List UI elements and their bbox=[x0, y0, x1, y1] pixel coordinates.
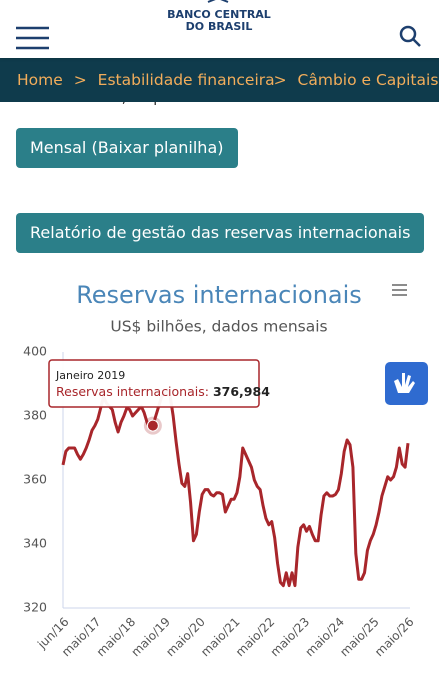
hover-point bbox=[146, 419, 159, 432]
accessibility-button[interactable] bbox=[385, 362, 428, 405]
chart-subtitle: US$ bilhões, dados mensais bbox=[110, 318, 327, 336]
search-button[interactable] bbox=[399, 25, 421, 47]
breadcrumb-separator: > bbox=[273, 71, 287, 89]
chart-menu[interactable] bbox=[392, 284, 407, 296]
tooltip-line: Reservas internacionais: 376,984 bbox=[56, 384, 270, 399]
top-bar: BANCO CENTRAL DO BRASIL bbox=[0, 0, 439, 58]
x-tick-label: maio/26 bbox=[372, 615, 417, 660]
logo-text: BANCO CENTRAL bbox=[167, 8, 271, 21]
breadcrumb-separator: > bbox=[73, 71, 87, 89]
logo-mark bbox=[207, 0, 229, 3]
download-button[interactable]: Mensal (Baixar planilha) bbox=[16, 128, 238, 168]
breadcrumb-link[interactable]: Home bbox=[17, 71, 63, 89]
tooltip-value: 376,984 bbox=[213, 384, 270, 399]
tooltip-series: Reservas internacionais: bbox=[56, 384, 209, 399]
y-tick-label: 400 bbox=[23, 344, 47, 359]
menu-button[interactable] bbox=[16, 26, 49, 50]
breadcrumb: Home > Estabilidade financeira > Câmbio … bbox=[0, 58, 439, 102]
breadcrumb-link[interactable]: Estabilidade financeira bbox=[97, 71, 275, 89]
logo-text: DO BRASIL bbox=[186, 20, 253, 33]
chart-title: Reservas internacionais bbox=[76, 281, 362, 309]
tooltip-box bbox=[48, 359, 260, 408]
breadcrumb-link[interactable]: Câmbio e Capitais inter bbox=[297, 71, 439, 89]
chart: Reservas internacionais US$ bilhões, dad… bbox=[23, 281, 428, 660]
y-tick-label: 320 bbox=[23, 600, 47, 615]
report-button[interactable]: Relatório de gestão das reservas interna… bbox=[16, 213, 425, 253]
header-graphics: BANCO CENTRAL DO BRASIL bbox=[16, 0, 421, 50]
y-tick-label: 360 bbox=[23, 472, 47, 487]
y-tick-label: 340 bbox=[23, 536, 47, 551]
y-tick-label: 380 bbox=[23, 408, 47, 423]
tooltip-title: Janeiro 2019 bbox=[55, 369, 125, 382]
data-line bbox=[61, 388, 410, 588]
tooltip: Janeiro 2019 Reservas internacionais: 376,… bbox=[48, 359, 270, 408]
